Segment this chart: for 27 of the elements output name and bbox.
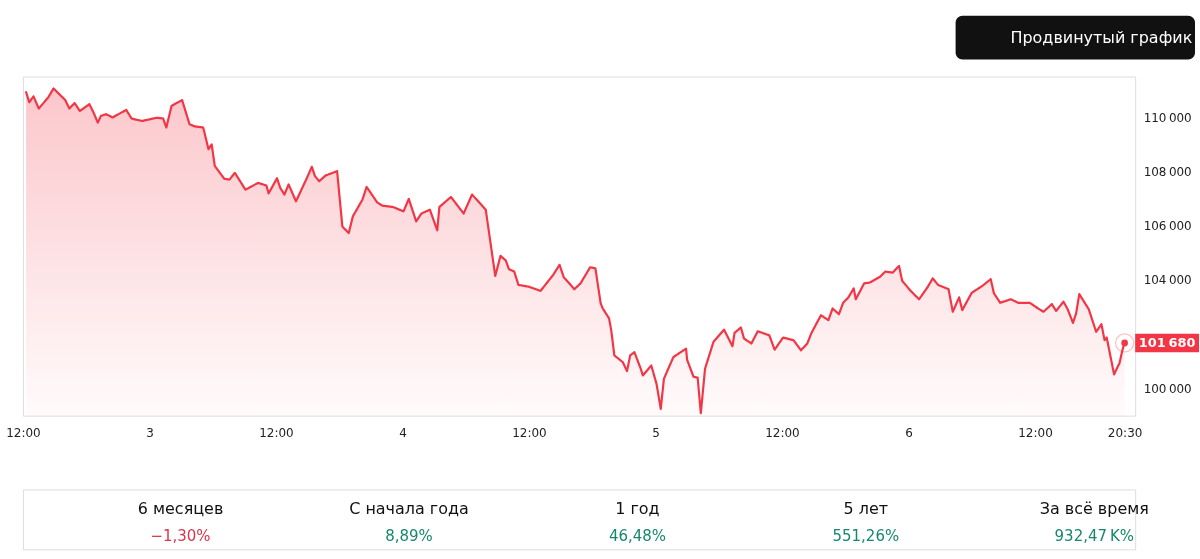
x-tick-label: 20:30 [1107, 426, 1143, 441]
text: 932,47 K% [1054, 527, 1134, 546]
x-tick-label: 6 [905, 426, 913, 441]
category-label: За всё время [1039, 499, 1149, 519]
y-tick-label: 108 000 [1143, 164, 1192, 179]
y-tick-label: 106 000 [1143, 219, 1192, 234]
category-label: 6 месяцев [137, 499, 224, 519]
category-label: С начала года [349, 499, 469, 519]
category-label: 5 лет [843, 499, 889, 519]
x-tick-label: 12:00 [765, 426, 800, 441]
text: 46,48% [608, 527, 666, 546]
annotation: 101 680 [1138, 334, 1196, 350]
x-tick-label: 5 [652, 426, 660, 441]
y-tick-label: 100 000 [1143, 382, 1192, 397]
x-tick-label: 12:00 [512, 426, 547, 441]
text: 8,89% [385, 527, 433, 546]
category-label: 1 год [615, 499, 660, 519]
x-tick-label: 12:00 [259, 426, 294, 441]
x-tick-label: 4 [399, 426, 407, 441]
y-tick-label: 110 000 [1143, 110, 1192, 125]
text: 551,26% [832, 527, 900, 546]
y-tick-label: 104 000 [1143, 273, 1192, 288]
x-tick-label: 3 [146, 426, 154, 441]
text: Продвинутый график [1010, 27, 1193, 47]
text: −1,30% [150, 527, 211, 546]
x-tick-label: 12:00 [6, 426, 41, 441]
x-tick-label: 12:00 [1018, 426, 1053, 441]
